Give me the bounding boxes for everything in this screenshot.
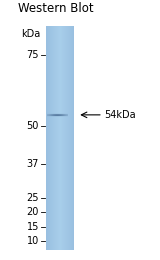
Text: 10: 10 bbox=[27, 236, 39, 246]
Text: 25: 25 bbox=[27, 193, 39, 203]
Text: 20: 20 bbox=[27, 207, 39, 217]
Text: 54kDa: 54kDa bbox=[104, 110, 135, 120]
Text: 37: 37 bbox=[27, 159, 39, 168]
Text: 15: 15 bbox=[27, 222, 39, 232]
Text: 50: 50 bbox=[27, 121, 39, 131]
Text: 75: 75 bbox=[27, 50, 39, 60]
Text: Western Blot: Western Blot bbox=[18, 2, 93, 15]
Text: kDa: kDa bbox=[21, 29, 40, 39]
